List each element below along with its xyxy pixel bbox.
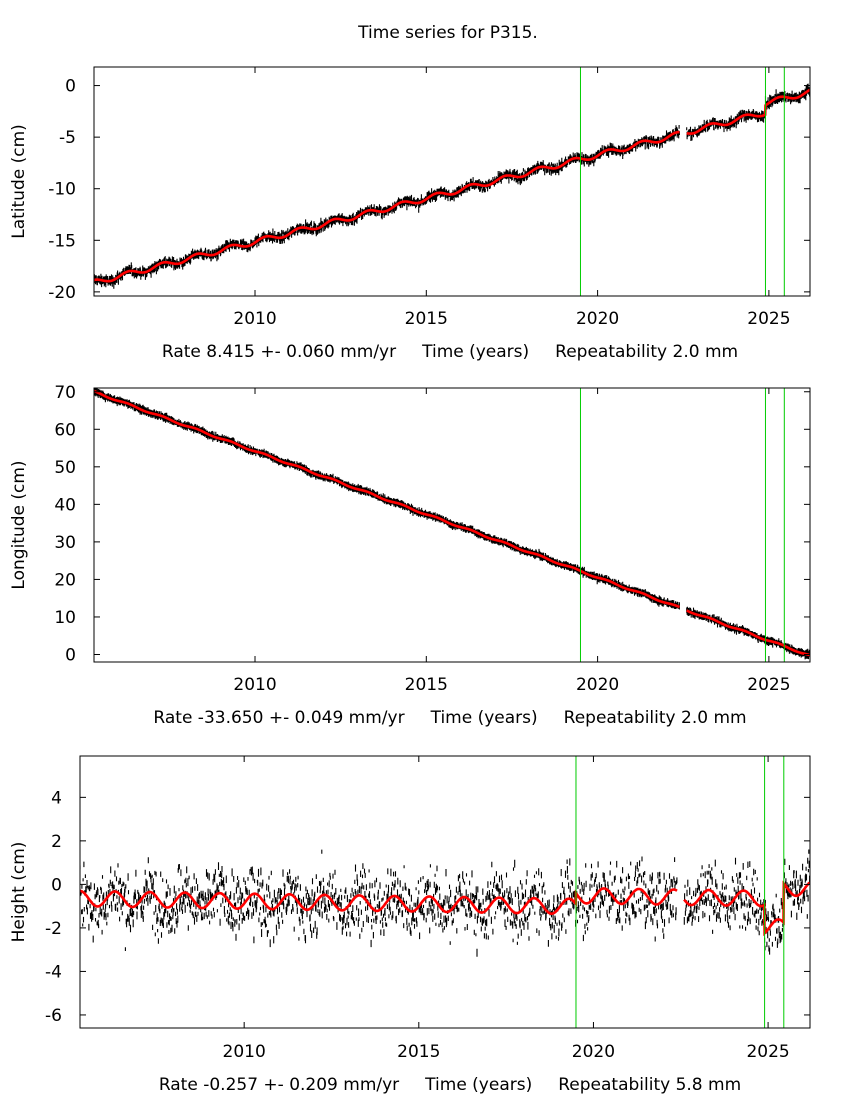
x-tick-label: 2015 (405, 675, 448, 695)
longitude-repeatability-text: Repeatability 2.0 mm (564, 708, 747, 728)
time-axis-label: Time (years) (430, 708, 538, 728)
longitude-model-curve (94, 389, 810, 657)
latitude-repeatability-text: Repeatability 2.0 mm (555, 342, 738, 362)
latitude-y-axis-label: Latitude (cm) (9, 124, 29, 239)
y-tick-label: 0 (65, 645, 76, 665)
height-x-axis-label: Rate -0.257 +- 0.209 mm/yr Time (years) Re… (159, 1075, 741, 1095)
latitude-panel: 2010 2015 2020 2025 0 -5 -10 -15 -20 Latitude (cm… (9, 66, 811, 362)
y-tick-label: 70 (54, 383, 76, 403)
y-tick-label: -6 (45, 1006, 62, 1026)
y-tick-label: -5 (59, 128, 76, 148)
y-tick-label: 2 (51, 832, 62, 852)
x-tick-label: 2020 (576, 309, 619, 329)
longitude-rate-text: Rate -33.650 +- 0.049 mm/yr (153, 708, 404, 728)
x-tick-label: 2025 (746, 1042, 789, 1062)
latitude-plot-frame (93, 66, 811, 297)
y-tick-label: 10 (54, 608, 76, 628)
longitude-plot-frame (93, 387, 811, 663)
x-tick-label: 2025 (747, 675, 790, 695)
y-tick-label: 4 (51, 788, 62, 808)
y-tick-label: -10 (48, 180, 76, 200)
height-y-axis-label: Height (cm) (9, 842, 29, 943)
y-tick-label: 0 (65, 77, 76, 97)
height-panel: 2010 2015 2020 2025 4 2 0 -2 -4 -6 Height (cm) Rate… (9, 755, 811, 1095)
y-tick-label: 60 (54, 420, 76, 440)
latitude-data-points (94, 83, 810, 289)
y-tick-label: 40 (54, 495, 76, 515)
y-tick-label: -15 (48, 231, 76, 251)
x-tick-label: 2010 (223, 1042, 266, 1062)
x-tick-label: 2020 (572, 1042, 615, 1062)
height-plot-frame (79, 755, 811, 1029)
x-tick-label: 2015 (405, 309, 448, 329)
height-repeatability-text: Repeatability 5.8 mm (558, 1075, 741, 1095)
latitude-model-curve (94, 88, 810, 283)
figure-title: Time series for P315. (357, 23, 538, 43)
height-rate-text: Rate -0.257 +- 0.209 mm/yr (159, 1075, 399, 1095)
longitude-x-axis-label: Rate -33.650 +- 0.049 mm/yr Time (years) R… (153, 708, 746, 728)
y-tick-label: 20 (54, 570, 76, 590)
x-tick-label: 2010 (233, 309, 276, 329)
y-tick-label: -4 (45, 962, 62, 982)
time-axis-label: Time (years) (421, 342, 529, 362)
x-tick-label: 2025 (747, 309, 790, 329)
latitude-x-axis-label: Rate 8.415 +- 0.060 mm/yr Time (years) Rep… (162, 342, 738, 362)
x-tick-label: 2015 (397, 1042, 440, 1062)
y-tick-label: -2 (45, 919, 62, 939)
latitude-rate-text: Rate 8.415 +- 0.060 mm/yr (162, 342, 396, 362)
time-axis-label: Time (years) (424, 1075, 532, 1095)
height-data-points (80, 849, 810, 957)
height-model-curve (80, 880, 810, 937)
longitude-y-axis-label: Longitude (cm) (9, 460, 29, 589)
y-tick-label: 30 (54, 533, 76, 553)
y-tick-label: 50 (54, 458, 76, 478)
y-tick-label: 0 (51, 875, 62, 895)
x-tick-label: 2020 (576, 675, 619, 695)
x-tick-label: 2010 (233, 675, 276, 695)
y-tick-label: -20 (48, 283, 76, 303)
longitude-panel: 2010 2015 2020 2025706050403020100Longitude… (9, 383, 811, 728)
